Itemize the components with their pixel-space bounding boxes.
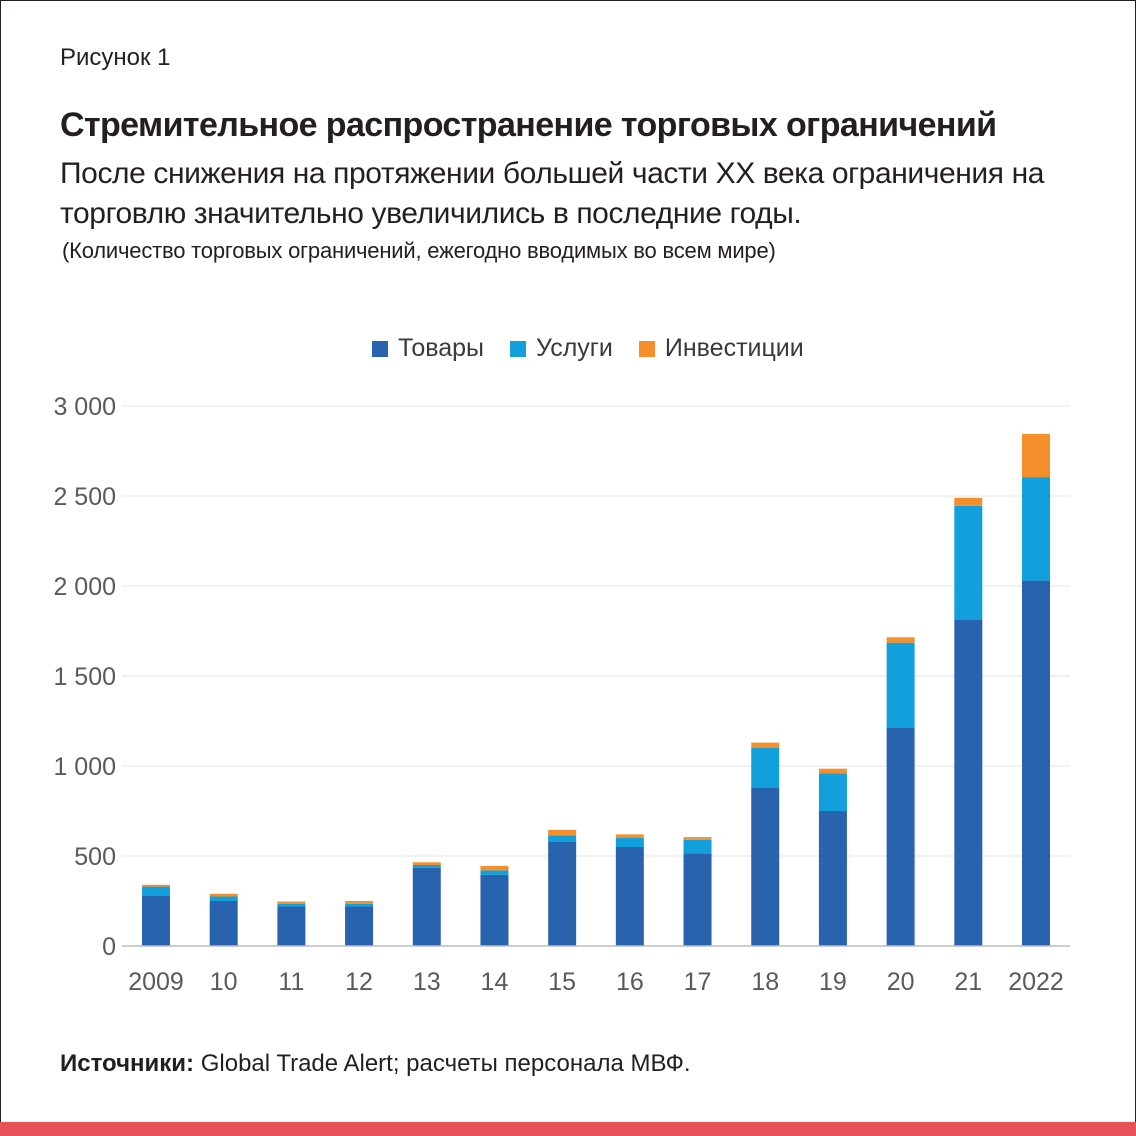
x-tick-label: 11 bbox=[278, 968, 304, 996]
bar-investment-19 bbox=[818, 768, 847, 774]
x-tick-label: 2022 bbox=[1008, 968, 1064, 996]
chart-subtitle: После снижения на протяжении большей час… bbox=[60, 157, 1045, 230]
bar-goods-18 bbox=[751, 787, 780, 946]
bar-investment-12 bbox=[345, 901, 374, 904]
bar-services-11 bbox=[277, 903, 306, 907]
x-tick-label: 12 bbox=[345, 968, 373, 996]
bar-services-21 bbox=[954, 505, 983, 620]
y-tick-label: 0 bbox=[102, 933, 116, 961]
unit-note: (Количество торговых ограничений, ежегод… bbox=[62, 238, 776, 263]
legend-label-goods: Товары bbox=[398, 334, 484, 362]
bar-services-14 bbox=[480, 870, 509, 875]
gridlines bbox=[122, 405, 1070, 857]
legend-swatch-services bbox=[510, 340, 526, 357]
legend-item-investment: Инвестиции bbox=[638, 334, 804, 363]
bar-goods-2022 bbox=[1022, 580, 1050, 946]
bar-goods-2009 bbox=[142, 895, 170, 946]
bar-services-10 bbox=[209, 896, 238, 901]
bottom-accent-bar bbox=[0, 1122, 1136, 1136]
bar-services-15 bbox=[548, 835, 577, 842]
bar-goods-17 bbox=[683, 853, 712, 946]
bar-services-18 bbox=[751, 748, 780, 788]
source-note: Источники: Global Trade Alert; расчеты п… bbox=[60, 1050, 691, 1078]
bar-services-16 bbox=[615, 838, 644, 847]
bar-goods-13 bbox=[412, 867, 441, 946]
bar-investment-14 bbox=[480, 865, 509, 871]
bar-investment-2022 bbox=[1022, 433, 1050, 478]
bar-services-2009 bbox=[142, 886, 170, 896]
bar-goods-10 bbox=[209, 901, 238, 946]
figure-label: Рисунок 1 bbox=[60, 44, 171, 71]
legend-label-services: Услуги bbox=[536, 334, 613, 362]
y-tick-label: 1 000 bbox=[53, 753, 116, 781]
bar-goods-16 bbox=[615, 847, 644, 946]
bar-goods-19 bbox=[818, 811, 847, 946]
legend-item-services: Услуги bbox=[510, 334, 613, 363]
bar-goods-14 bbox=[480, 874, 509, 946]
y-tick-label: 2 500 bbox=[53, 483, 116, 511]
bar-services-17 bbox=[683, 839, 712, 854]
x-tick-label: 16 bbox=[616, 968, 644, 996]
bar-investment-16 bbox=[615, 834, 644, 838]
bar-investment-10 bbox=[209, 893, 238, 897]
bar-goods-11 bbox=[277, 906, 306, 946]
x-tick-label: 20 bbox=[887, 968, 915, 996]
source-label: Источники: bbox=[60, 1050, 195, 1077]
bar-goods-20 bbox=[886, 727, 915, 946]
x-tick-label: 13 bbox=[413, 968, 441, 996]
x-tick-label: 18 bbox=[751, 968, 779, 996]
bar-investment-15 bbox=[548, 829, 577, 836]
bar-services-13 bbox=[412, 865, 441, 868]
bar-services-20 bbox=[886, 642, 915, 728]
legend-item-goods: Товары bbox=[372, 334, 484, 363]
x-tick-label: 10 bbox=[210, 968, 238, 996]
y-tick-label: 2 000 bbox=[53, 573, 116, 601]
bars bbox=[142, 433, 1050, 946]
legend-label-investment: Инвестиции bbox=[664, 334, 804, 362]
bar-services-19 bbox=[818, 773, 847, 811]
bar-investment-2009 bbox=[142, 884, 170, 887]
x-tick-label: 19 bbox=[819, 968, 847, 996]
bar-investment-17 bbox=[683, 837, 712, 840]
chart-title: Стремительное распространение торговых о… bbox=[60, 106, 997, 144]
bar-goods-21 bbox=[954, 619, 983, 946]
bar-investment-13 bbox=[412, 862, 441, 865]
bar-goods-12 bbox=[345, 906, 374, 946]
x-tick-label: 21 bbox=[954, 968, 982, 996]
x-tick-label: 2009 bbox=[128, 968, 184, 996]
x-tick-label: 14 bbox=[481, 968, 509, 996]
bar-services-12 bbox=[345, 903, 374, 907]
legend-swatch-goods bbox=[372, 340, 388, 357]
x-tick-label: 15 bbox=[548, 968, 576, 996]
y-axis-labels: 0 500 1 000 1 500 2 000 2 500 3 000 bbox=[53, 393, 116, 961]
x-tick-label: 17 bbox=[684, 968, 712, 996]
bar-investment-18 bbox=[751, 742, 780, 748]
bar-services-2022 bbox=[1022, 477, 1050, 581]
y-tick-label: 3 000 bbox=[53, 393, 116, 421]
bar-investment-20 bbox=[886, 637, 915, 643]
bar-investment-11 bbox=[277, 901, 306, 904]
y-tick-label: 500 bbox=[74, 843, 116, 871]
legend: Товары Услуги Инвестиции bbox=[372, 334, 804, 363]
legend-swatch-investment bbox=[638, 340, 655, 357]
bar-goods-15 bbox=[548, 841, 577, 946]
source-text: Global Trade Alert; расчеты персонала МВ… bbox=[194, 1050, 691, 1077]
y-tick-label: 1 500 bbox=[53, 663, 116, 691]
bar-investment-21 bbox=[954, 497, 983, 506]
x-axis-labels: 2009 10 11 12 13 14 15 16 17 18 19 20 21 2022 bbox=[128, 968, 1064, 996]
